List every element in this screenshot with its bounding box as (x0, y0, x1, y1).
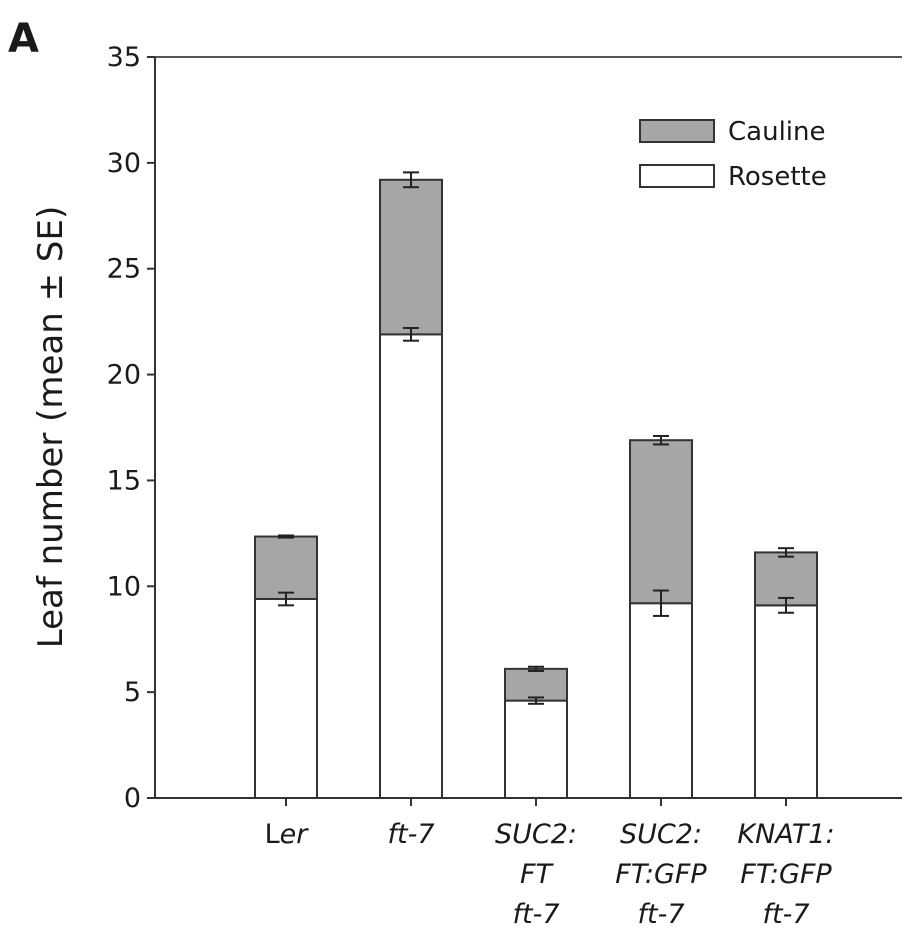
x-category-label: Ler (265, 819, 310, 850)
error-bar-cauline (778, 547, 794, 558)
x-category-labels: Ler ft-7 SUC2: FT ft-7 SUC2: FT:GFP ft-7 KNAT1: F… (265, 819, 835, 930)
y-tick-label: 15 (107, 465, 141, 496)
y-tick-label: 25 (107, 254, 141, 285)
error-bar-rosette (403, 326, 419, 342)
legend-label-rosette: Rosette (728, 162, 827, 192)
bar-cauline (254, 535, 318, 600)
x-category-label: KNAT1: (737, 819, 834, 850)
bar-cauline (379, 178, 443, 336)
x-category-label: ft-7 (512, 899, 559, 930)
error-bar-cauline (653, 434, 669, 446)
y-axis-label: Leaf number (mean ± SE) (31, 206, 71, 649)
bar-rosette (754, 604, 818, 800)
error-bar-rosette (278, 591, 294, 607)
error-bar-cauline (278, 534, 294, 539)
x-category-label: FT (520, 859, 555, 890)
legend-swatch-cauline (639, 119, 715, 143)
bar-cauline (504, 667, 568, 702)
error-bar-cauline (403, 171, 419, 189)
bars (254, 171, 818, 806)
bar-rosette (504, 699, 568, 800)
panel-label: A (8, 16, 39, 62)
x-category-label: FT:GFP (615, 859, 707, 890)
error-bar-rosette (653, 589, 669, 617)
y-ticks: 0 5 10 15 20 25 30 35 (107, 42, 155, 814)
legend-swatch-rosette (639, 164, 715, 188)
error-bar-cauline (528, 665, 544, 672)
bar-rosette (379, 333, 443, 799)
x-category-label: ft-7 (762, 899, 809, 930)
y-tick-label: 20 (107, 360, 141, 391)
bar-rosette (629, 602, 693, 799)
legend: Cauline Rosette (639, 117, 827, 192)
y-tick-label: 30 (107, 148, 141, 179)
bar-cauline (754, 551, 818, 607)
y-tick-label: 10 (107, 571, 141, 602)
x-category-label: SUC2: (495, 819, 577, 850)
error-bar-rosette (778, 596, 794, 614)
x-category-label: ft-7 (387, 819, 434, 850)
x-category-label: ft-7 (637, 899, 684, 930)
x-category-label: FT:GFP (740, 859, 832, 890)
y-tick-label: 0 (124, 783, 141, 814)
bar-cauline (629, 439, 693, 605)
y-tick-label: 5 (124, 677, 141, 708)
error-bar-rosette (528, 696, 544, 705)
bar-rosette (254, 597, 318, 800)
x-category-label: SUC2: (620, 819, 702, 850)
y-tick-label: 35 (107, 42, 141, 73)
legend-label-cauline: Cauline (728, 117, 826, 147)
